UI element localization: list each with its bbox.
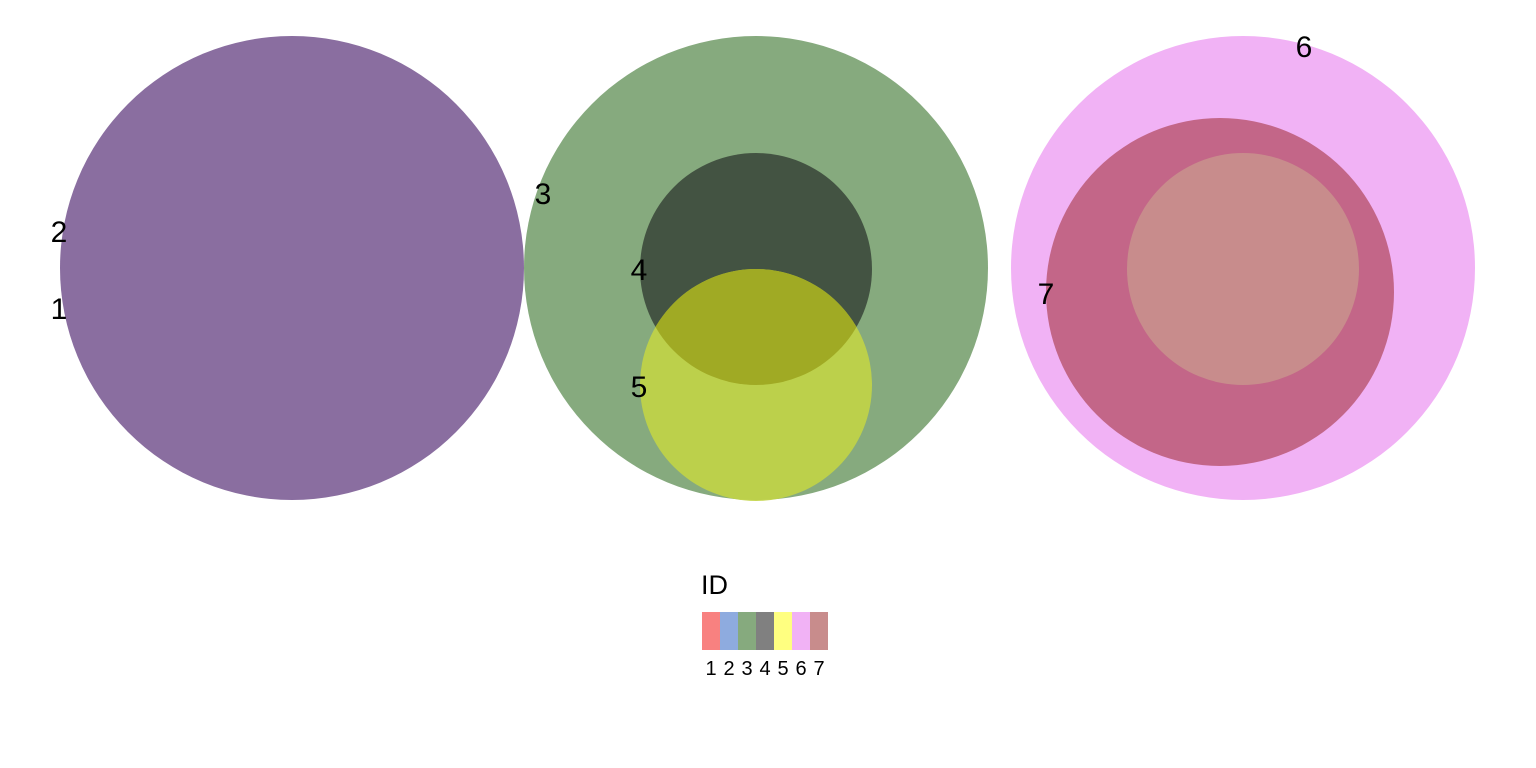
legend-keys [702, 612, 828, 650]
legend-key-4 [756, 612, 774, 650]
legend-label-5: 5 [777, 658, 788, 680]
legend-label-1: 1 [705, 658, 716, 680]
label-circle-5: 5 [631, 371, 648, 404]
legend-key-3 [738, 612, 756, 650]
circle-4-5-overlap [640, 269, 872, 385]
legend-labels: 1 2 3 4 5 6 7 [705, 658, 824, 680]
legend-label-3: 3 [741, 658, 752, 680]
legend: ID 1 2 3 4 5 6 7 [701, 570, 828, 680]
circle-1 [60, 36, 524, 500]
legend-key-6 [792, 612, 810, 650]
circle-inner-tan [1127, 153, 1359, 385]
group-purple [60, 36, 524, 500]
legend-title: ID [701, 570, 728, 600]
label-circle-2: 2 [51, 216, 68, 249]
group-green [524, 36, 988, 501]
legend-label-4: 4 [759, 658, 770, 680]
label-circle-7: 7 [1038, 278, 1055, 311]
legend-label-7: 7 [813, 658, 824, 680]
legend-key-1 [702, 612, 720, 650]
label-circle-1: 1 [51, 293, 68, 326]
group-pink [1011, 36, 1475, 500]
legend-key-7 [810, 612, 828, 650]
legend-label-2: 2 [723, 658, 734, 680]
label-circle-6: 6 [1296, 31, 1313, 64]
circle-labels: 2 1 3 4 5 6 7 [51, 31, 1313, 404]
label-circle-4: 4 [631, 254, 648, 287]
legend-key-2 [720, 612, 738, 650]
legend-label-6: 6 [795, 658, 806, 680]
legend-key-5 [774, 612, 792, 650]
label-circle-3: 3 [535, 178, 552, 211]
